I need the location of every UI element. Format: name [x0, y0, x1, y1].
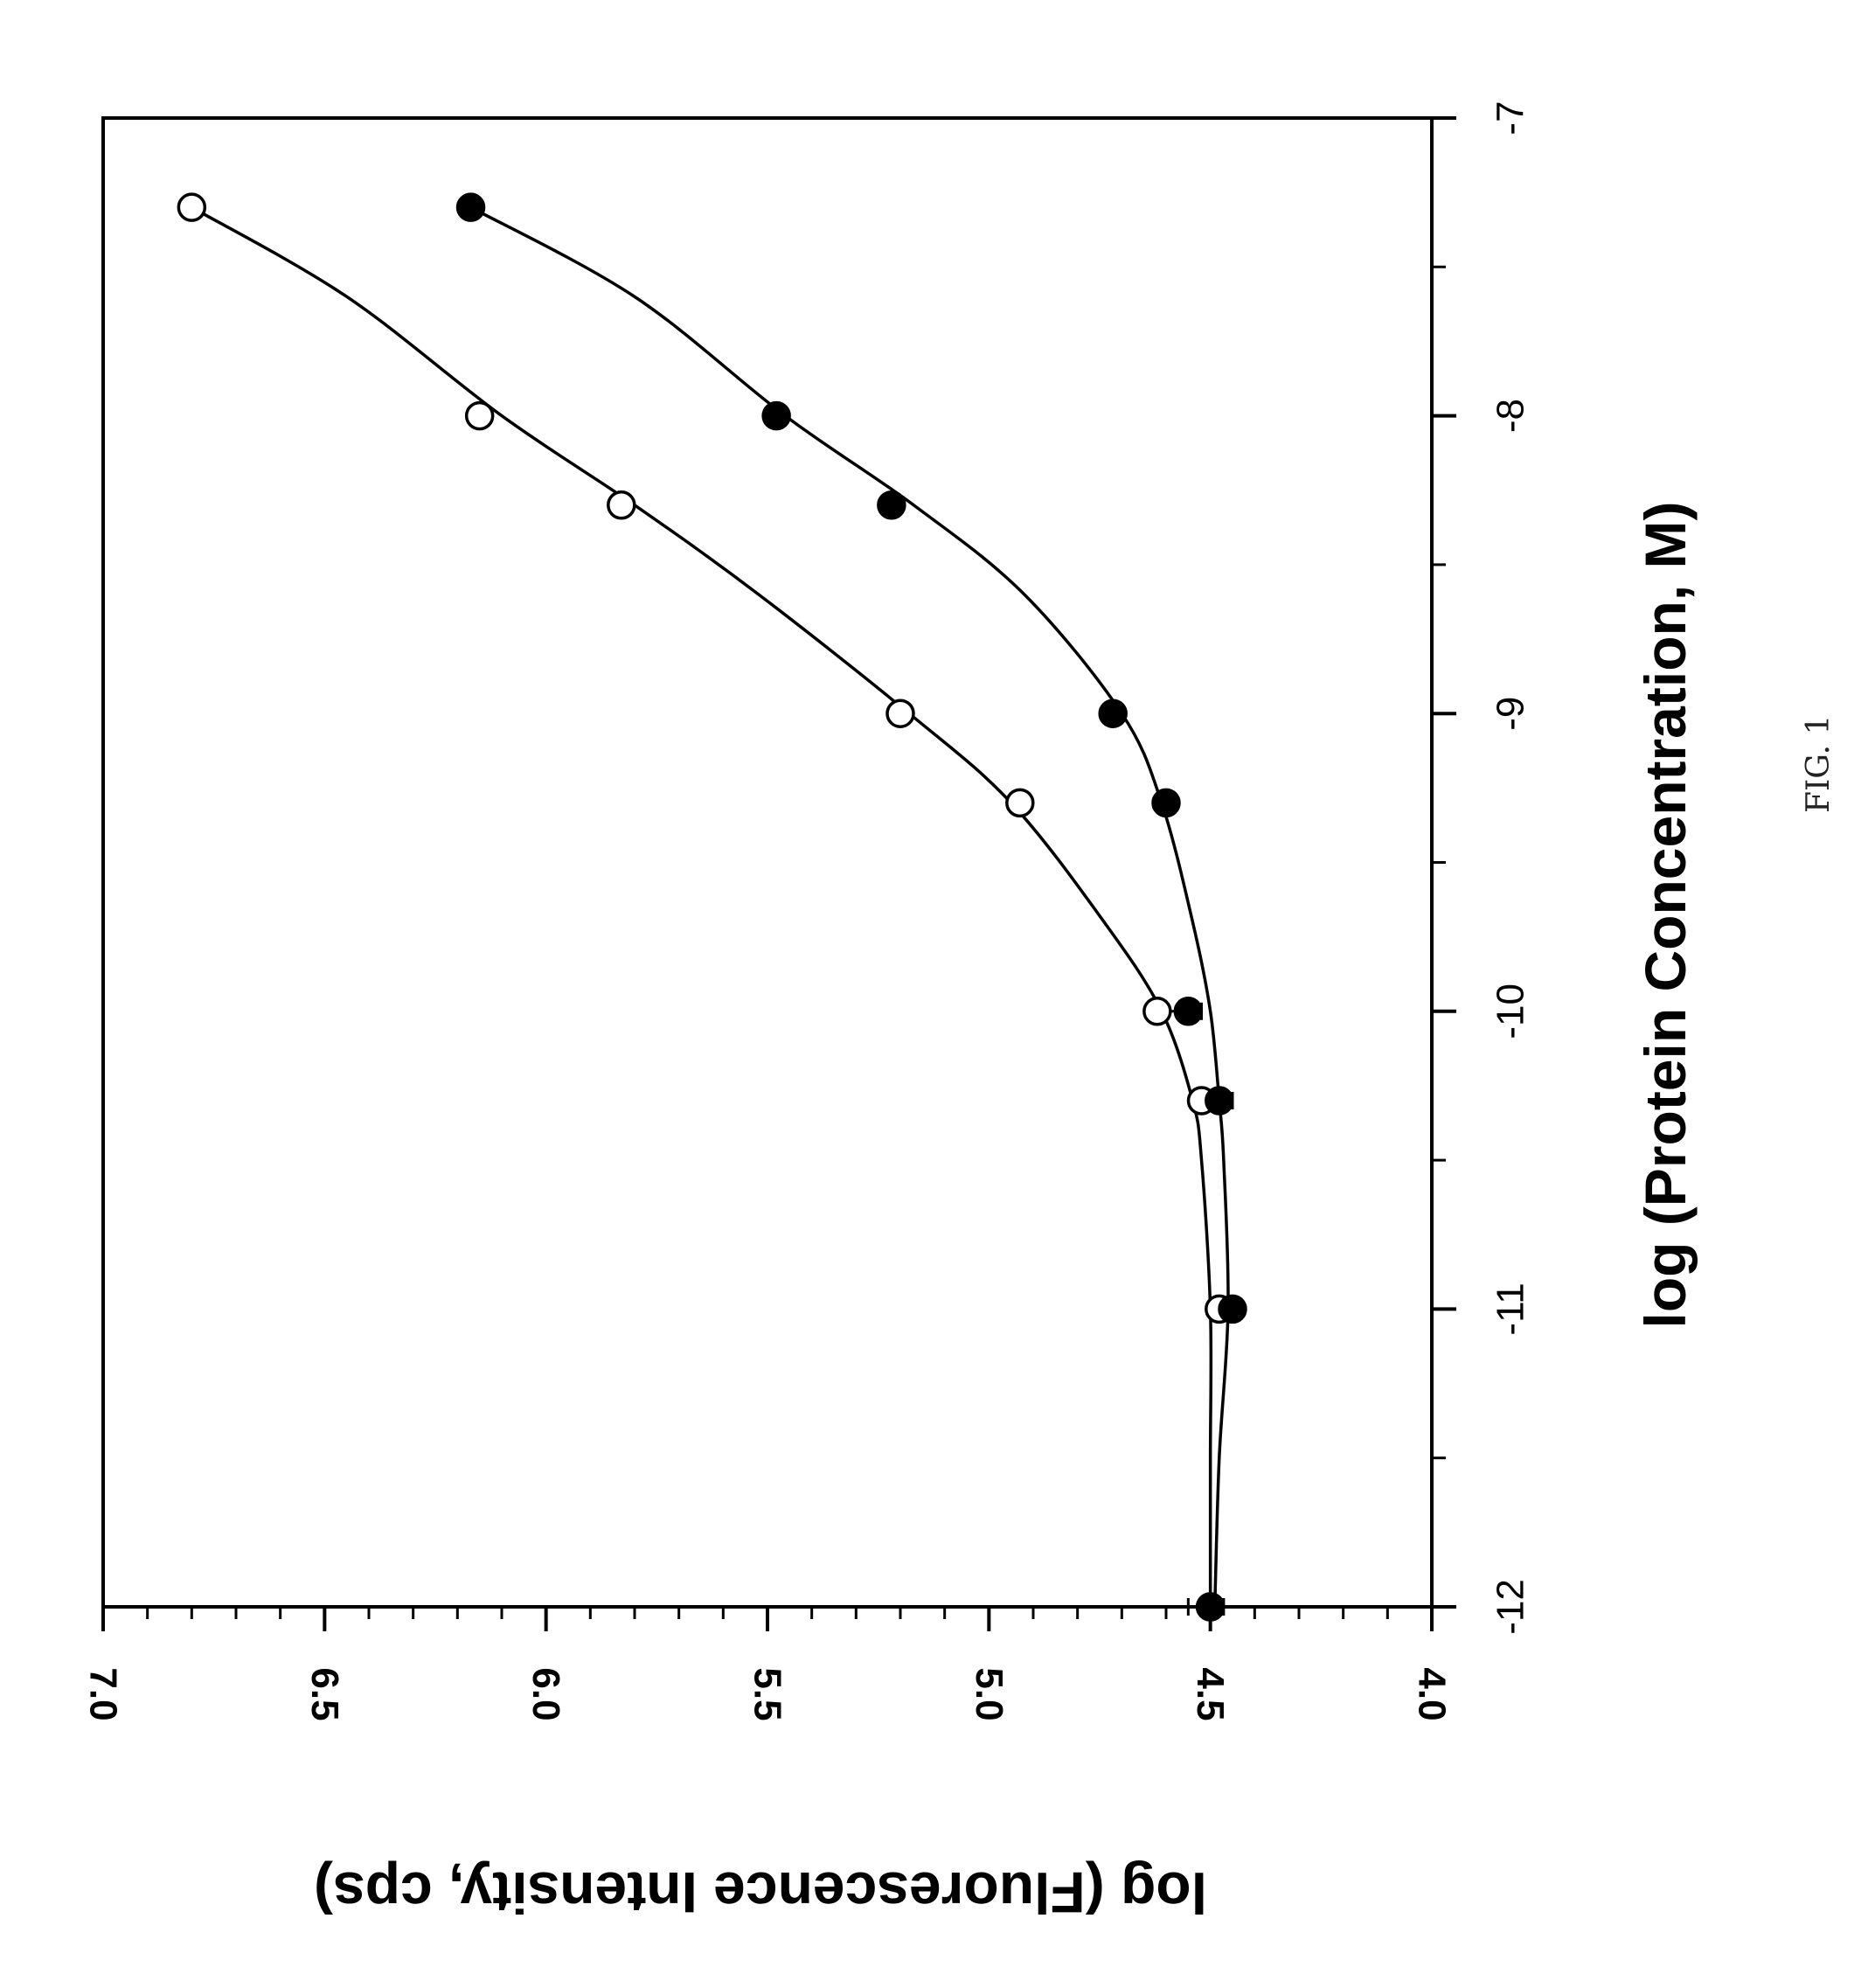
- filled-point-0: [1195, 1592, 1226, 1622]
- filled-point-8: [455, 192, 486, 222]
- y-tick-label-6: 7.0: [82, 1667, 125, 1720]
- y-tick-label-5: 6.5: [303, 1667, 346, 1720]
- filled-point-1: [1218, 1294, 1247, 1324]
- open-point-4: [1005, 788, 1035, 818]
- x-axis-title: log (Protein Concentration, M): [1633, 502, 1698, 1329]
- open-point-3: [1142, 997, 1172, 1026]
- y-tick-label-3: 5.5: [747, 1667, 789, 1720]
- filled-point-4: [1151, 788, 1181, 818]
- fit-curve-1: [469, 205, 1230, 1608]
- x-tick-label-4: -8: [1490, 399, 1532, 433]
- y-axis-title: log (Fluorescence Intensity, cps): [314, 1860, 1207, 1925]
- filled-point-2: [1205, 1086, 1234, 1116]
- plot-frame: [101, 116, 1434, 1609]
- filled-point-7: [761, 400, 791, 431]
- plot-area: -12 -11 -10 -9 -8 -7 4.0 4.5 5.0 5.5 6.0 6.5 7.0 log …: [82, 101, 1698, 1925]
- y-tick-label-2: 5.0: [968, 1667, 1010, 1720]
- filled-point-6: [877, 490, 906, 520]
- open-point-5: [885, 699, 915, 728]
- x-tick-label-0: -12: [1490, 1579, 1532, 1635]
- x-tick-label-1: -11: [1490, 1282, 1532, 1335]
- open-point-7: [464, 400, 495, 431]
- figure-label: FIG. 1: [1801, 714, 1837, 813]
- open-point-6: [607, 490, 636, 520]
- x-tick-label-3: -9: [1490, 697, 1532, 731]
- filled-point-5: [1098, 699, 1128, 728]
- y-tick-label-4: 6.0: [524, 1667, 567, 1720]
- x-tick-label-5: -7: [1490, 101, 1532, 135]
- fit-curve-0: [191, 205, 1213, 1608]
- filled-point-3: [1173, 997, 1204, 1026]
- y-tick-label-0: 4.0: [1411, 1667, 1454, 1720]
- open-point-8: [177, 192, 207, 222]
- y-tick-label-1: 4.5: [1189, 1667, 1232, 1720]
- x-tick-label-2: -10: [1490, 984, 1532, 1039]
